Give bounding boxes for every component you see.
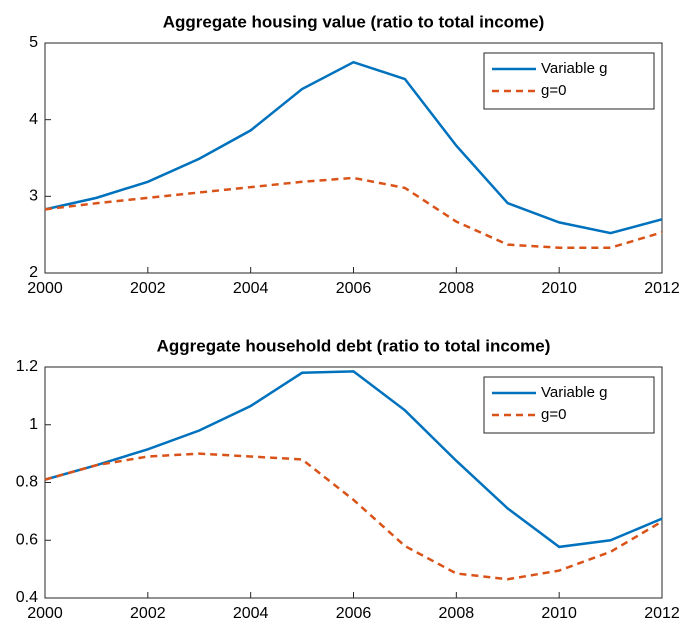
x-tick-label: 2006 [336, 605, 372, 622]
legend-box [483, 376, 655, 434]
data-line [44, 60, 663, 235]
legend-label: g=0 [541, 82, 566, 99]
data-line [44, 452, 663, 581]
legend-box [483, 52, 655, 110]
legend-label: Variable g [541, 60, 607, 77]
x-tick-label: 2004 [233, 605, 269, 622]
chart-title: Aggregate housing value (ratio to total … [163, 12, 545, 31]
y-tick-label: 1.2 [16, 358, 38, 375]
y-tick-label: 0.6 [16, 531, 38, 548]
y-tick-label: 0.8 [16, 474, 38, 491]
x-tick-label: 2006 [336, 280, 372, 297]
y-tick-label: 4 [29, 111, 38, 128]
x-tick-label: 2002 [130, 280, 166, 297]
data-line [44, 370, 663, 549]
data-line [44, 176, 663, 249]
y-tick-label: 3 [29, 188, 38, 205]
x-tick-label: 2012 [644, 280, 680, 297]
x-tick-label: 2008 [439, 280, 475, 297]
x-tick-label: 2012 [644, 605, 680, 622]
y-tick-label: 0.4 [16, 589, 38, 606]
x-tick-label: 2010 [541, 605, 577, 622]
x-tick-label: 2004 [233, 280, 269, 297]
x-tick-label: 2008 [439, 605, 475, 622]
y-tick-label: 1 [29, 416, 38, 433]
x-tick-label: 2000 [27, 605, 63, 622]
legend-label: g=0 [541, 406, 566, 423]
x-tick-label: 2000 [27, 280, 63, 297]
x-tick-label: 2010 [541, 280, 577, 297]
x-tick-label: 2002 [130, 605, 166, 622]
y-tick-label: 2 [29, 264, 38, 281]
y-tick-label: 5 [29, 34, 38, 51]
chart-title: Aggregate household debt (ratio to total… [157, 336, 551, 355]
legend-label: Variable g [541, 384, 607, 401]
